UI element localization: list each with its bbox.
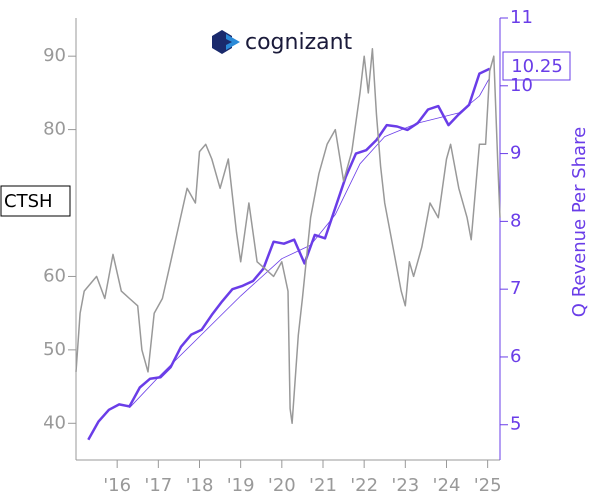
ticker-label: CTSH	[4, 191, 53, 212]
series-line	[129, 77, 491, 409]
x-tick-label: '18	[186, 475, 214, 496]
y-tick-label: 80	[43, 119, 66, 140]
y-tick-label: 40	[43, 412, 66, 433]
x-tick-label: '23	[391, 475, 419, 496]
last-value-label: 10.25	[511, 56, 563, 77]
logo-icon	[212, 30, 232, 54]
y2-axis-label: Q Revenue Per Share	[569, 127, 590, 317]
y2-tick-label: 10	[510, 75, 533, 96]
x-tick-label: '24	[433, 475, 461, 496]
logo-text: cognizant	[245, 30, 353, 55]
last-value-box	[502, 51, 571, 81]
x-tick-label: '21	[309, 475, 337, 496]
y-tick-label: 50	[43, 339, 66, 360]
y2-tick-label: 8	[510, 210, 521, 231]
y-tick-label: 60	[43, 265, 66, 286]
ticker-box	[0, 185, 71, 217]
y-tick-label: 90	[43, 45, 66, 66]
y2-tick-label: 7	[510, 278, 521, 299]
x-tick-label: '20	[268, 475, 296, 496]
series-line	[75, 48, 501, 425]
y2-tick-label: 11	[510, 7, 533, 28]
logo: cognizant	[212, 30, 353, 55]
logo-icon-accent	[226, 34, 240, 50]
y2-tick-label: 6	[510, 346, 521, 367]
x-tick-label: '19	[227, 475, 255, 496]
x-tick-label: '22	[350, 475, 378, 496]
y2-tick-label: 5	[510, 414, 521, 435]
series-line	[87, 67, 491, 441]
x-tick-label: '25	[474, 475, 502, 496]
x-tick-label: '16	[103, 475, 131, 496]
y2-tick-label: 9	[510, 143, 521, 164]
x-tick-label: '17	[144, 475, 172, 496]
